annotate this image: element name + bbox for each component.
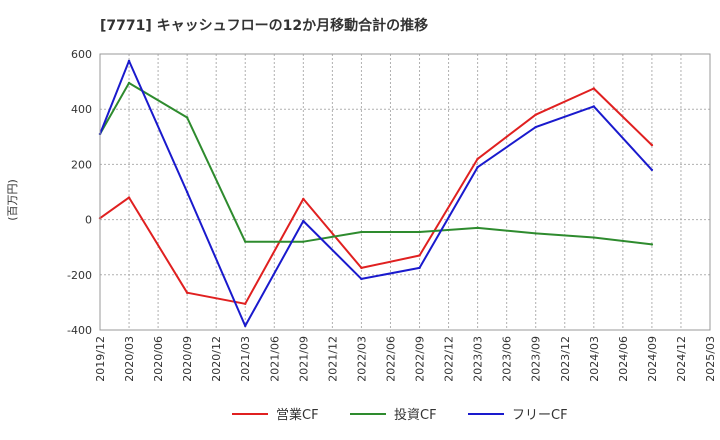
data-point <box>650 143 654 147</box>
data-point <box>534 232 537 235</box>
data-point <box>418 266 421 270</box>
plot-frame <box>99 53 711 331</box>
y-axis-ticks: -400 -200 0 200 400 600 <box>67 48 92 337</box>
data-point <box>418 230 421 234</box>
x-tick-label: 2022/03 <box>355 336 368 382</box>
data-point <box>534 113 537 116</box>
data-point <box>476 157 479 161</box>
data-point <box>650 168 654 172</box>
x-tick-label: 2022/06 <box>384 336 397 382</box>
data-point <box>244 324 247 328</box>
legend-label: 投資CF <box>394 407 437 423</box>
legend-label: 営業CF <box>276 407 319 423</box>
grid <box>99 53 711 331</box>
series-line-投資CF <box>99 82 653 246</box>
data-point <box>185 116 189 119</box>
series-line-営業CF <box>99 87 653 305</box>
x-tick-label: 2023/09 <box>530 336 543 382</box>
x-tick-label: 2020/09 <box>181 336 194 382</box>
data-point <box>302 219 305 223</box>
x-tick-label: 2024/03 <box>588 336 601 382</box>
data-point <box>127 59 131 63</box>
x-tick-label: 2022/12 <box>443 336 456 382</box>
x-tick-label: 2023/12 <box>559 336 572 382</box>
x-tick-label: 2023/06 <box>501 336 514 382</box>
data-point <box>360 277 363 281</box>
x-tick-label: 2021/12 <box>326 336 339 382</box>
x-tick-label: 2022/09 <box>414 336 427 382</box>
data-point <box>476 165 479 169</box>
legend: 営業CF 投資CF フリーCF <box>232 407 568 423</box>
chart-title: [7771] キャッシュフローの12か月移動合計の推移 <box>100 17 428 34</box>
x-tick-label: 2024/12 <box>675 336 688 382</box>
data-point <box>592 105 596 108</box>
y-tick-label: 400 <box>71 103 92 116</box>
series-lines <box>98 59 654 328</box>
y-tick-label: -200 <box>67 269 92 282</box>
x-tick-label: 2024/06 <box>617 336 630 382</box>
data-point <box>418 254 421 257</box>
data-point <box>185 190 189 194</box>
data-point <box>302 197 305 201</box>
data-point <box>302 240 305 243</box>
data-point <box>534 125 537 129</box>
data-point <box>592 236 596 239</box>
x-tick-label: 2021/06 <box>268 336 281 382</box>
data-point <box>476 226 479 230</box>
y-tick-label: 200 <box>71 158 92 171</box>
x-tick-label: 2025/03 <box>704 336 717 382</box>
data-point <box>185 291 189 294</box>
data-point <box>244 240 247 243</box>
y-tick-label: -400 <box>67 324 92 337</box>
x-tick-label: 2021/03 <box>239 336 252 382</box>
x-tick-label: 2023/03 <box>472 336 485 382</box>
x-tick-label: 2019/12 <box>94 336 107 382</box>
x-tick-label: 2024/09 <box>646 336 659 382</box>
x-tick-label: 2020/12 <box>210 336 223 382</box>
x-tick-label: 2020/03 <box>123 336 136 382</box>
x-axis-ticks: 2019/12 2020/03 2020/06 2020/09 2020/12 2021/… <box>94 336 717 382</box>
x-tick-label: 2020/06 <box>152 336 165 382</box>
data-point <box>360 230 363 234</box>
data-point <box>360 266 363 270</box>
x-tick-label: 2021/09 <box>297 336 310 382</box>
data-point <box>592 87 596 90</box>
data-point <box>244 302 247 305</box>
data-point <box>650 243 654 246</box>
y-axis-label: (百万円) <box>6 179 19 221</box>
legend-label: フリーCF <box>512 408 568 423</box>
data-point <box>127 81 131 85</box>
data-point <box>127 196 131 199</box>
y-tick-label: 600 <box>71 48 92 61</box>
y-tick-label: 0 <box>85 214 92 227</box>
